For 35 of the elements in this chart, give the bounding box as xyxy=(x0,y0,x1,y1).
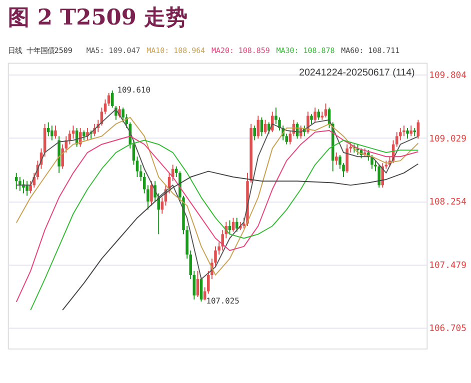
candlestick xyxy=(335,152,338,166)
candlestick xyxy=(136,156,139,178)
candlestick xyxy=(196,270,200,298)
candlestick xyxy=(253,125,256,141)
candlestick xyxy=(410,125,412,137)
candlestick xyxy=(200,276,203,302)
candlestick xyxy=(317,108,320,120)
chart-title: 图 2 T2509 走势 xyxy=(8,5,188,30)
candlestick xyxy=(378,164,380,188)
y-tick-label: 107.479 xyxy=(429,260,466,271)
y-tick-label: 108.254 xyxy=(429,198,466,208)
candlestick xyxy=(110,90,114,108)
y-tick-label: 109.029 xyxy=(429,134,466,144)
annotation: 109.610 xyxy=(117,85,151,94)
candlestick xyxy=(324,103,328,118)
candlestick xyxy=(346,144,348,174)
y-tick-label: 109.804 xyxy=(429,71,466,82)
candlestick xyxy=(150,180,153,206)
line-series xyxy=(62,163,419,311)
annotation: 107.025 xyxy=(206,296,240,306)
candlestick xyxy=(54,125,57,140)
candlestick xyxy=(370,154,374,170)
candlestick xyxy=(310,114,313,124)
candlestick xyxy=(18,176,22,192)
candlestick xyxy=(82,130,86,141)
annotation: 20241224-20250617 (114) xyxy=(298,68,415,79)
y-tick-label: 106.705 xyxy=(429,324,466,334)
candlestick xyxy=(402,125,406,137)
candlestick xyxy=(26,180,28,196)
candlestick xyxy=(314,107,316,123)
candlestick xyxy=(271,111,274,133)
candlestick xyxy=(235,217,238,232)
candlestick xyxy=(50,125,54,141)
candlestick xyxy=(68,130,72,145)
candlestick xyxy=(406,128,409,140)
